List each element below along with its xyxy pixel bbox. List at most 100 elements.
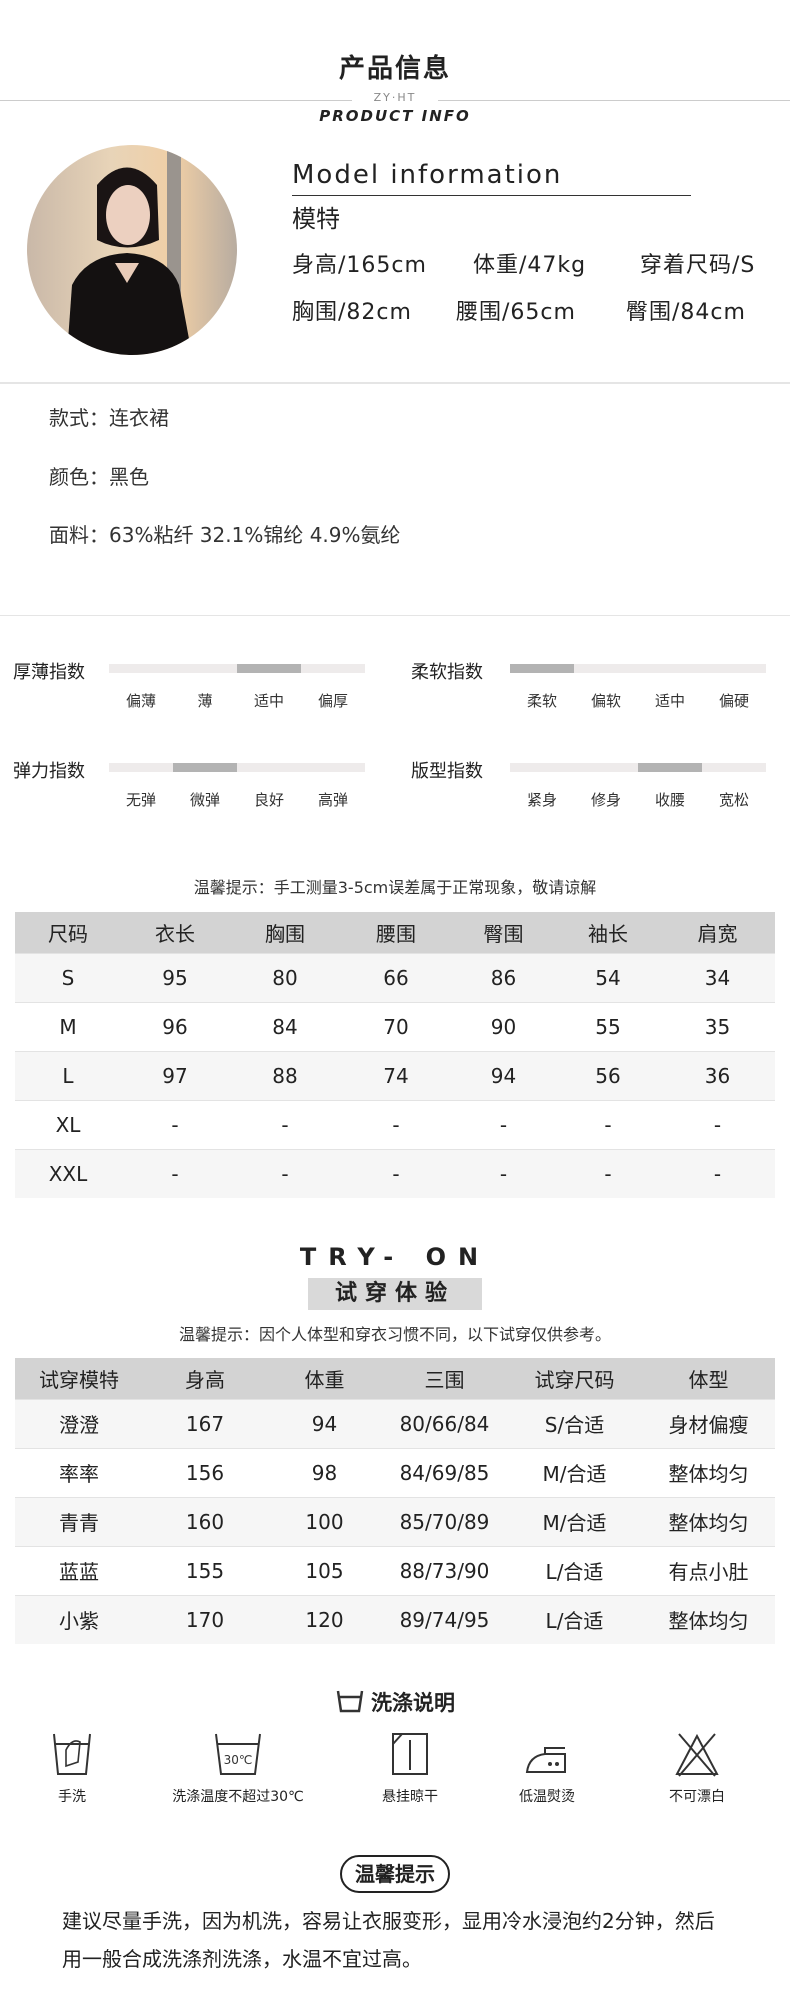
column-header: 臀围: [451, 912, 556, 953]
index-option: 修身: [590, 791, 621, 809]
table-row: L 97 88 74 94 56 36: [15, 1050, 775, 1100]
index-bar: [510, 664, 766, 673]
column-header: 三围: [382, 1358, 507, 1399]
table-cell: 89/74/95: [382, 1594, 507, 1644]
table-cell: 率率: [15, 1447, 143, 1497]
table-cell: 34: [660, 952, 775, 1002]
index-option: 偏软: [590, 692, 621, 710]
wash-30-icon: 30℃: [208, 1732, 268, 1782]
attr-style: 款式：连衣裙: [49, 406, 169, 430]
index-bar: [109, 763, 365, 772]
table-cell: L: [15, 1050, 121, 1100]
column-header: 胸围: [229, 912, 341, 953]
table-cell: M: [15, 1001, 121, 1051]
index-label: 弹力指数: [13, 761, 85, 782]
table-cell: 105: [267, 1545, 382, 1595]
model-hip: 臀围/84cm: [626, 300, 746, 325]
column-header: 肩宽: [660, 912, 775, 953]
tryon-note: 温馨提示：因个人体型和穿衣习惯不同，以下试穿仅供参考。: [178, 1325, 611, 1344]
table-cell: XL: [15, 1099, 121, 1149]
table-cell: XXL: [15, 1148, 121, 1198]
tips-line: 建议尽量手洗，因为机洗，容易让衣服变形，显用冷水浸泡约2分钟，然后: [62, 1909, 715, 1933]
table-cell: 98: [267, 1447, 382, 1497]
table-cell: 167: [143, 1398, 267, 1448]
table-cell: -: [556, 1099, 660, 1149]
table-cell: -: [121, 1148, 229, 1198]
index-option: 柔软: [526, 692, 557, 710]
table-cell: -: [341, 1148, 451, 1198]
index-options: 无弹 微弹 良好 高弹: [109, 789, 365, 810]
table-cell: 小紫: [15, 1594, 143, 1644]
index-option: 紧身: [526, 791, 557, 809]
index-bar-fill: [638, 763, 702, 772]
washing-title: 洗涤说明: [0, 1687, 790, 1717]
table-cell: 66: [341, 952, 451, 1002]
table-cell: L/合适: [507, 1545, 642, 1595]
column-header: 试穿尺码: [507, 1358, 642, 1399]
divider: [292, 195, 691, 196]
table-cell: 94: [451, 1050, 556, 1100]
table-cell: -: [451, 1099, 556, 1149]
index-option: 偏硬: [718, 692, 749, 710]
model-height: 身高/165cm: [292, 253, 427, 278]
index-option: 高弹: [317, 791, 348, 809]
size-note: 温馨提示：手工测量3-5cm误差属于正常现象，敬请谅解: [193, 878, 597, 897]
table-cell: -: [660, 1099, 775, 1149]
column-header: 尺码: [15, 912, 121, 953]
column-header: 试穿模特: [15, 1358, 143, 1399]
table-row: 澄澄 167 94 80/66/84 S/合适 身材偏瘦: [15, 1398, 775, 1448]
tips-title: 温馨提示: [340, 1855, 450, 1893]
table-cell: S: [15, 952, 121, 1002]
wash-30-label: 30℃: [224, 1753, 253, 1767]
table-cell: 160: [143, 1496, 267, 1546]
table-cell: 156: [143, 1447, 267, 1497]
wash-label: 不可漂白: [669, 1789, 725, 1805]
column-header: 体重: [267, 1358, 382, 1399]
table-cell: 澄澄: [15, 1398, 143, 1448]
table-cell: 94: [267, 1398, 382, 1448]
tryon-table: 试穿模特 身高 体重 三围 试穿尺码 体型 澄澄 167 94 80/66/84 S/合适 身材偏瘦率…: [15, 1358, 775, 1644]
table-cell: 整体均匀: [642, 1496, 775, 1546]
section-subtitle: PRODUCT INFO: [319, 107, 471, 125]
index-options: 紧身 修身 收腰 宽松: [510, 789, 766, 810]
size-table: 尺码 衣长 胸围 腰围 臀围 袖长 肩宽 S 95 80 66 86 54 34 M 96 84 70 90 55 35…: [15, 912, 775, 1198]
table-cell: 55: [556, 1001, 660, 1051]
index-option: 良好: [253, 791, 284, 809]
table-cell: 96: [121, 1001, 229, 1051]
index-option: 薄: [197, 692, 213, 710]
page-title: 产品信息: [338, 54, 451, 84]
model-bust: 胸围/82cm: [292, 300, 412, 325]
table-cell: 88/73/90: [382, 1545, 507, 1595]
table-cell: 85/70/89: [382, 1496, 507, 1546]
table-row: XXL - - - - - -: [15, 1148, 775, 1198]
table-cell: 有点小肚: [642, 1545, 775, 1595]
table-cell: 80: [229, 952, 341, 1002]
table-cell: 蓝蓝: [15, 1545, 143, 1595]
table-cell: 35: [660, 1001, 775, 1051]
index-label: 柔软指数: [411, 662, 483, 683]
wash-label: 悬挂晾干: [382, 1789, 438, 1805]
model-size: 穿着尺码/S: [640, 253, 756, 278]
table-cell: 整体均匀: [642, 1447, 775, 1497]
low-iron-icon: [517, 1732, 577, 1782]
index-bar-fill: [510, 664, 574, 673]
column-header: 体型: [642, 1358, 775, 1399]
attr-color: 颜色：黑色: [49, 465, 149, 489]
index-bar-fill: [237, 664, 301, 673]
tryon-title-en: TRY- ON: [299, 1243, 491, 1271]
column-header: 衣长: [121, 912, 229, 953]
wash-label: 洗涤温度不超过30℃: [172, 1789, 304, 1805]
washing-title-text: 洗涤说明: [371, 1691, 455, 1715]
wash-label: 手洗: [58, 1789, 86, 1805]
no-bleach-icon: [667, 1732, 727, 1782]
table-cell: M/合适: [507, 1447, 642, 1497]
index-label: 厚薄指数: [13, 662, 85, 683]
table-cell: 100: [267, 1496, 382, 1546]
table-cell: -: [556, 1148, 660, 1198]
attr-fabric: 面料：63%粘纤 32.1%锦纶 4.9%氨纶: [49, 523, 401, 547]
model-heading-en: Model information: [292, 160, 563, 190]
table-cell: L/合适: [507, 1594, 642, 1644]
table-cell: 84/69/85: [382, 1447, 507, 1497]
table-row: 小紫 170 120 89/74/95 L/合适 整体均匀: [15, 1594, 775, 1644]
table-cell: 74: [341, 1050, 451, 1100]
